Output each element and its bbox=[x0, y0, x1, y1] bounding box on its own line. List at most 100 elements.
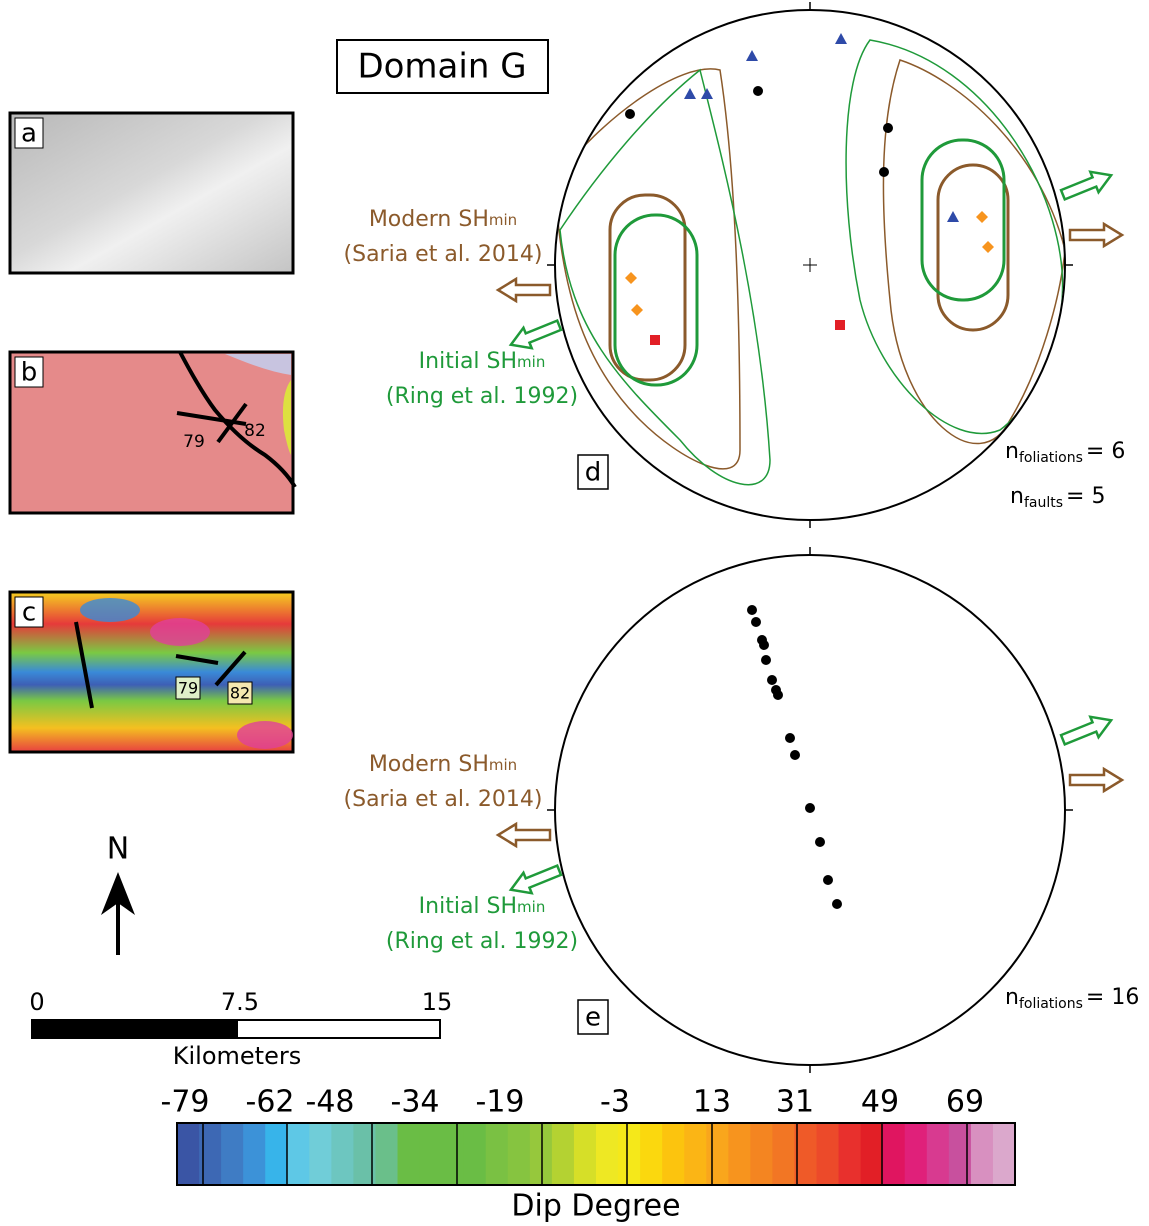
modern-label: Modern SHmin bbox=[369, 207, 517, 232]
contour-thick bbox=[938, 165, 1008, 330]
modern-source: (Saria et al. 2014) bbox=[344, 242, 543, 267]
count-n: n bbox=[1010, 484, 1024, 509]
north-label: N bbox=[107, 832, 129, 867]
contour-thick bbox=[610, 740, 685, 925]
color-cell bbox=[309, 1123, 332, 1185]
slip-vector bbox=[625, 272, 637, 284]
scale-tick: 15 bbox=[422, 988, 453, 1016]
pole-fault bbox=[835, 33, 847, 44]
dip-label: 79 bbox=[183, 432, 205, 452]
color-cell bbox=[618, 1123, 641, 1185]
stress-axis bbox=[650, 335, 660, 345]
color-cell bbox=[794, 1123, 817, 1185]
color-tick: 31 bbox=[776, 1085, 814, 1120]
color-tick: -3 bbox=[600, 1085, 630, 1120]
contour-thin bbox=[846, 585, 1062, 978]
pole-foliation bbox=[753, 86, 763, 96]
dip-label: 79 bbox=[178, 679, 198, 698]
contour-thick bbox=[615, 760, 697, 930]
color-cell bbox=[971, 1123, 994, 1185]
color-tick: -48 bbox=[306, 1085, 355, 1120]
count-n: n bbox=[1005, 439, 1019, 464]
color-tick: -34 bbox=[391, 1085, 440, 1120]
count-value: = 5 bbox=[1066, 484, 1105, 509]
pole-foliation bbox=[747, 605, 757, 615]
pole-foliation bbox=[790, 750, 800, 760]
label-text: Initial SH bbox=[419, 349, 517, 374]
color-tick: -19 bbox=[476, 1085, 525, 1120]
count-value: = 6 bbox=[1086, 439, 1125, 464]
pole-foliation bbox=[773, 690, 783, 700]
contour-thin bbox=[883, 605, 1065, 989]
contour-thick bbox=[938, 710, 1008, 875]
color-cell bbox=[640, 1123, 663, 1185]
color-cell bbox=[728, 1123, 751, 1185]
initial-source: (Ring et al. 1992) bbox=[386, 929, 578, 954]
color-cell bbox=[596, 1123, 619, 1185]
pole-foliation bbox=[785, 733, 795, 743]
count-sub: foliations bbox=[1019, 450, 1083, 466]
color-cell bbox=[243, 1123, 266, 1185]
contour-thick bbox=[922, 685, 1004, 845]
pole-fault bbox=[947, 211, 959, 222]
pole-foliation bbox=[879, 167, 889, 177]
count-label: nfaults= 5 bbox=[1010, 484, 1105, 511]
slip-vector bbox=[976, 211, 988, 223]
label-text: Modern SH bbox=[369, 752, 489, 777]
stereonet: Modern SHmin(Saria et al. 2014)Initial S… bbox=[344, 547, 1140, 1073]
pole-foliation bbox=[883, 123, 893, 133]
panel-label: c bbox=[22, 598, 36, 628]
color-cell bbox=[662, 1123, 685, 1185]
color-cell bbox=[375, 1123, 398, 1185]
count-n: n bbox=[1005, 985, 1019, 1010]
pole-foliation bbox=[759, 640, 769, 650]
dip-zone bbox=[237, 721, 293, 749]
contour-thin bbox=[555, 69, 740, 469]
count-sub: faults bbox=[1024, 495, 1063, 511]
pole-foliation bbox=[761, 655, 771, 665]
contour-thin bbox=[555, 614, 740, 1014]
scale-bar-white bbox=[237, 1020, 440, 1038]
color-cell bbox=[442, 1123, 465, 1185]
pole-foliation bbox=[832, 899, 842, 909]
dip-label: 82 bbox=[230, 684, 250, 703]
color-cell bbox=[949, 1123, 972, 1185]
color-cell bbox=[177, 1123, 200, 1185]
pole-fault bbox=[684, 88, 696, 99]
color-cell bbox=[552, 1123, 575, 1185]
color-tick: 69 bbox=[946, 1085, 984, 1120]
title: Domain G bbox=[357, 47, 526, 87]
panel-label: d bbox=[585, 458, 602, 488]
arrow-modern bbox=[1070, 224, 1122, 246]
dip-label: 82 bbox=[244, 421, 266, 441]
stress-axis bbox=[835, 320, 845, 330]
color-cell bbox=[331, 1123, 354, 1185]
pole-fault bbox=[701, 88, 713, 99]
color-cell bbox=[530, 1123, 553, 1185]
contour-thick bbox=[922, 140, 1004, 300]
figure: Domain G a b 79 82 79 82 c N 0 7.5 15 Ki… bbox=[0, 0, 1149, 1226]
color-tick: -62 bbox=[246, 1085, 295, 1120]
label-sub: min bbox=[517, 353, 545, 371]
initial-label: Initial SHmin bbox=[419, 894, 546, 919]
color-cell bbox=[839, 1123, 862, 1185]
contour-thin bbox=[883, 60, 1065, 444]
label-text: Initial SH bbox=[419, 894, 517, 919]
pole-foliation bbox=[751, 617, 761, 627]
count-label: nfoliations= 16 bbox=[1005, 985, 1139, 1012]
scale-unit: Kilometers bbox=[173, 1042, 301, 1070]
panel-label: b bbox=[21, 358, 38, 388]
initial-source: (Ring et al. 1992) bbox=[386, 384, 578, 409]
color-tick: 49 bbox=[861, 1085, 899, 1120]
color-tick: 13 bbox=[693, 1085, 731, 1120]
color-cell bbox=[772, 1123, 795, 1185]
pole-foliation bbox=[767, 675, 777, 685]
color-cell bbox=[750, 1123, 773, 1185]
color-cell bbox=[574, 1123, 597, 1185]
panel-a bbox=[10, 113, 293, 273]
contour-thin bbox=[846, 40, 1062, 433]
color-cell bbox=[508, 1123, 531, 1185]
contour-thick bbox=[610, 195, 685, 380]
color-cell bbox=[221, 1123, 244, 1185]
